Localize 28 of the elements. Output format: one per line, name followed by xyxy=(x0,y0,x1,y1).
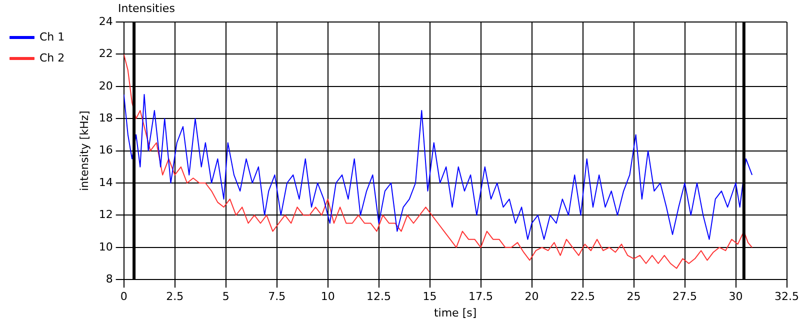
y-tick-label: 22 xyxy=(98,47,113,60)
x-axis-title: time [s] xyxy=(434,306,477,320)
y-tick-label: 10 xyxy=(98,240,113,254)
x-tick-label: 27.5 xyxy=(672,290,698,304)
x-tick-label: 2.5 xyxy=(166,290,184,304)
y-axis-title: intensity [kHz] xyxy=(78,110,92,191)
chart-title: Intensities xyxy=(118,2,175,15)
x-tick-label: 30 xyxy=(728,290,743,304)
legend-label: Ch 2 xyxy=(40,51,65,64)
x-tick-label: 7.5 xyxy=(268,290,286,304)
x-tick-label: 25 xyxy=(626,290,641,304)
x-tick-label: 10 xyxy=(320,290,335,304)
x-tick-label: 32.5 xyxy=(774,290,800,304)
x-tick-label: 5 xyxy=(222,290,230,304)
legend-label: Ch 1 xyxy=(40,30,65,44)
y-tick-label: 14 xyxy=(98,176,113,189)
y-tick-label: 8 xyxy=(106,272,113,286)
y-tick-label: 24 xyxy=(98,14,113,28)
x-tick-label: 12.5 xyxy=(366,290,392,304)
x-tick-label: 20 xyxy=(524,290,539,304)
y-tick-label: 12 xyxy=(98,208,113,222)
y-tick-label: 20 xyxy=(98,79,113,92)
y-tick-label: 18 xyxy=(98,111,113,124)
y-tick-label: 16 xyxy=(98,144,113,157)
x-tick-label: 22.5 xyxy=(570,290,596,304)
x-tick-label: 15 xyxy=(422,290,437,304)
x-tick-label: 0 xyxy=(120,290,128,304)
x-tick-label: 17.5 xyxy=(468,290,494,304)
